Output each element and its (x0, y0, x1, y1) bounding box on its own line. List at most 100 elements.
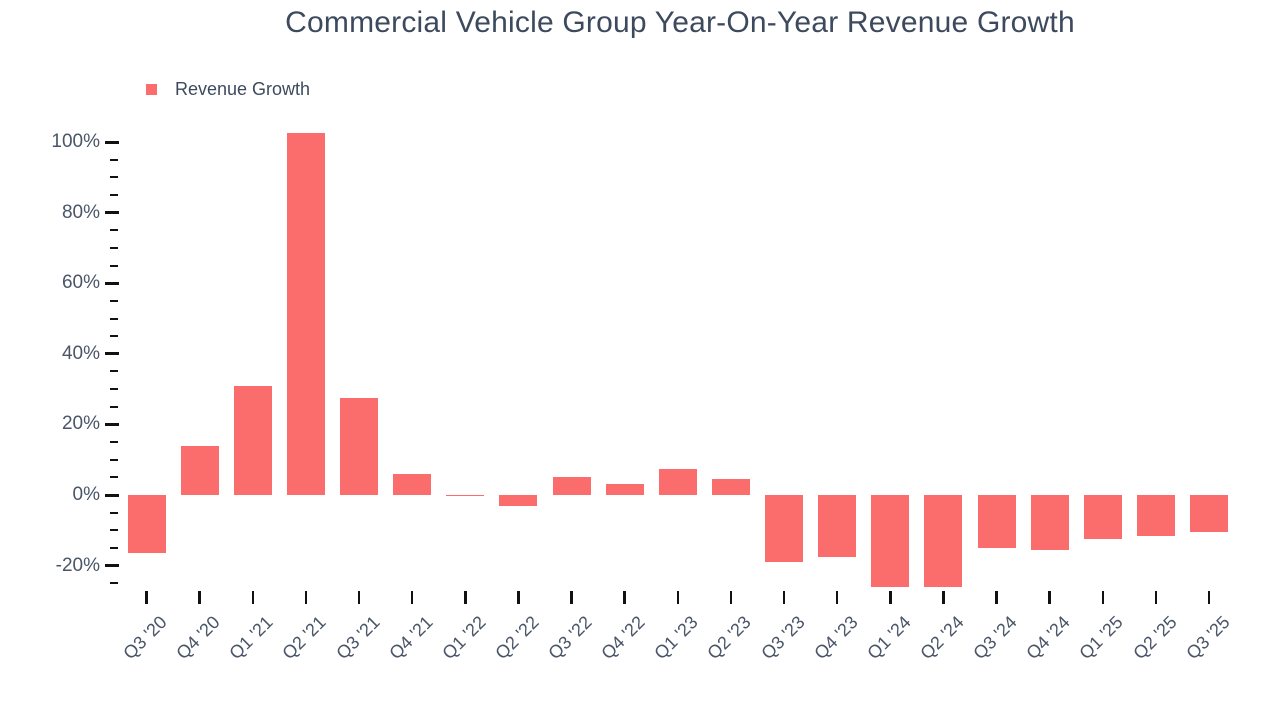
bar-q1-21 (233, 385, 272, 495)
y-axis-major-tick (105, 140, 119, 144)
bar-q4-23 (818, 495, 857, 557)
y-axis-minor-tick (110, 335, 118, 338)
x-axis-tick-label: Q4 '22 (597, 612, 649, 664)
x-axis-tick-label: Q3 '25 (1181, 612, 1234, 664)
x-axis-tick-label: Q1 '22 (438, 612, 490, 664)
x-axis-tick (623, 591, 626, 604)
y-axis-tick-label: 20% (61, 413, 100, 435)
y-axis-major-tick (105, 211, 119, 215)
x-axis-tick-label: Q1 '21 (225, 612, 277, 664)
bar-q1-25 (1083, 495, 1122, 540)
bar-q4-21 (393, 473, 432, 495)
x-axis-tick-label: Q2 '21 (278, 612, 331, 664)
y-axis-minor-tick (110, 476, 118, 479)
x-axis-tick-label: Q3 '20 (119, 612, 171, 664)
bar-q3-21 (340, 397, 379, 495)
x-axis-tick-label: Q1 '25 (1075, 612, 1127, 664)
y-axis-tick-label: 100% (51, 131, 100, 152)
x-axis-tick (1048, 591, 1051, 604)
y-axis-tick-label: 0% (72, 484, 100, 505)
y-axis-tick-label: -20% (55, 554, 100, 576)
bar-q3-22 (552, 477, 591, 495)
x-axis-tick-label: Q2 '22 (491, 612, 543, 664)
legend-swatch-revenue-growth (146, 84, 157, 95)
y-axis-minor-tick (110, 193, 118, 196)
x-axis-tick (145, 591, 148, 604)
y-axis-minor-tick (110, 405, 118, 408)
y-axis-minor-tick (110, 370, 118, 373)
x-axis-tick-label: Q1 '24 (863, 612, 915, 664)
x-axis-tick-label: Q3 '23 (756, 612, 809, 664)
x-axis-tick (198, 591, 201, 604)
y-axis-minor-tick (110, 317, 118, 320)
x-axis-tick (676, 591, 680, 604)
bar-q3-20 (127, 495, 166, 554)
x-axis-tick (835, 591, 839, 604)
x-axis-tick (729, 591, 733, 604)
x-axis-tick-label: Q4 '21 (385, 612, 437, 664)
bar-q1-23 (658, 468, 697, 495)
y-axis-minor-tick (110, 264, 118, 267)
y-axis-tick-label: 40% (61, 342, 100, 364)
x-axis-tick (357, 591, 361, 604)
y-axis-major-tick (105, 493, 119, 497)
y-axis-minor-tick (110, 511, 118, 514)
y-axis-major-tick (105, 564, 119, 568)
y-axis-major-tick (105, 422, 119, 426)
x-axis-tick (782, 591, 786, 604)
x-axis-tick (942, 591, 945, 604)
bar-q3-23 (765, 495, 804, 563)
x-axis-tick (570, 591, 573, 604)
y-axis-minor-tick (110, 158, 118, 161)
y-axis-minor-tick (110, 229, 118, 232)
y-axis-tick-label: 60% (61, 272, 100, 294)
x-axis-tick (410, 591, 414, 604)
x-axis-tick (1101, 591, 1105, 604)
bar-q3-24 (977, 495, 1016, 548)
bar-q2-21 (286, 133, 325, 495)
x-axis-tick (464, 591, 467, 604)
x-axis-tick (995, 591, 998, 604)
y-axis-minor-tick (110, 546, 118, 549)
x-axis-tick-label: Q3 '22 (544, 612, 596, 664)
x-axis-tick (889, 591, 892, 604)
y-axis-minor-tick (110, 441, 118, 444)
y-axis-major-tick (105, 281, 119, 285)
x-axis-tick-label: Q1 '23 (650, 612, 702, 664)
x-axis-tick (1207, 591, 1211, 604)
y-axis-minor-tick (110, 582, 118, 585)
bar-q4-24 (1030, 495, 1069, 550)
y-axis-major-tick (105, 352, 119, 356)
bar-q2-22 (499, 495, 538, 506)
y-axis-minor-tick (110, 246, 118, 249)
x-axis-tick (251, 591, 254, 604)
legend-label: Revenue Growth (175, 79, 311, 99)
bar-q1-24 (871, 495, 910, 587)
x-axis-tick-label: Q2 '24 (916, 612, 968, 664)
x-axis-tick (1154, 591, 1158, 604)
x-axis-tick (517, 591, 520, 604)
bar-q1-22 (446, 495, 485, 497)
bar-q2-23 (711, 479, 750, 495)
x-axis-tick-label: Q4 '23 (810, 612, 862, 664)
y-axis-minor-tick (110, 176, 118, 179)
bar-q3-25 (1190, 495, 1229, 533)
bar-q2-24 (924, 495, 963, 587)
y-axis-minor-tick (110, 388, 118, 391)
legend: Revenue Growth (146, 79, 310, 100)
x-axis-tick-label: Q3 '24 (969, 612, 1021, 664)
chart-title: Commercial Vehicle Group Year-On-Year Re… (285, 6, 1075, 39)
y-axis-tick-label: 80% (61, 201, 100, 223)
x-axis-tick-label: Q4 '24 (1022, 612, 1074, 664)
x-axis-tick-label: Q4 '20 (172, 612, 224, 664)
y-axis-minor-tick (110, 529, 118, 532)
x-axis-tick-label: Q2 '23 (703, 612, 756, 664)
y-axis-minor-tick (110, 458, 118, 461)
y-axis-minor-tick (110, 299, 118, 302)
x-axis-tick-label: Q3 '21 (331, 612, 384, 664)
bar-q4-20 (180, 445, 219, 495)
bar-q4-22 (605, 484, 644, 495)
x-axis-tick (304, 591, 308, 604)
